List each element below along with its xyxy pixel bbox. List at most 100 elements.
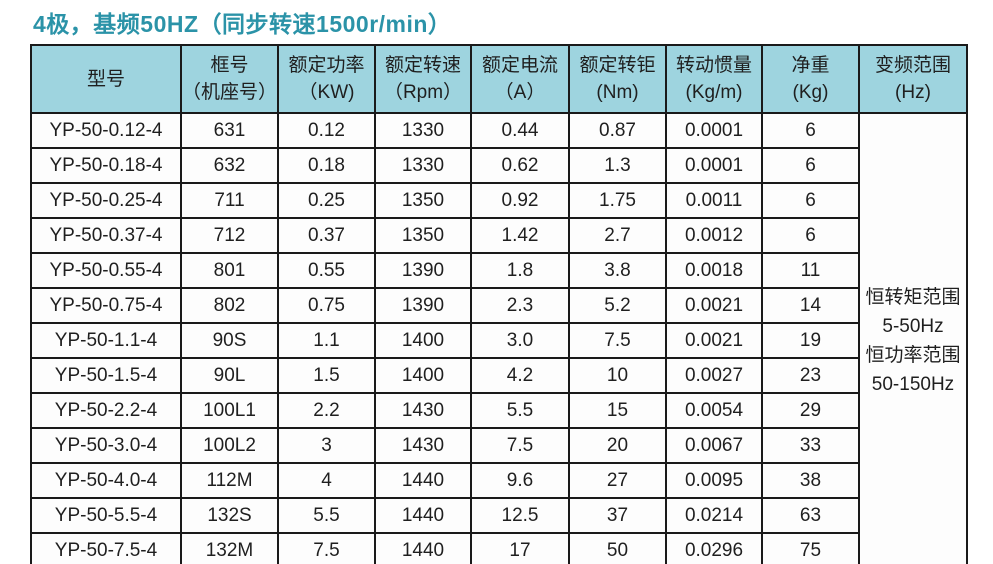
cell-frame: 100L2 [180, 427, 279, 464]
cell-speed: 1330 [374, 147, 472, 184]
cell-torque: 7.5 [568, 322, 667, 359]
cell-current: 4.2 [470, 357, 570, 394]
cell-torque: 20 [568, 427, 667, 464]
cell-speed: 1390 [374, 287, 472, 324]
cell-frame: 712 [180, 217, 279, 254]
table-body: YP-50-0.12-4 631 0.12 1330 0.44 0.87 0.0… [30, 112, 968, 564]
cell-weight: 75 [761, 532, 860, 564]
cell-inertia: 0.0001 [665, 147, 763, 184]
cell-weight: 63 [761, 497, 860, 534]
cell-frequency-range: 恒转矩范围 5-50Hz 恒功率范围 50-150Hz [858, 112, 968, 564]
cell-torque: 3.8 [568, 252, 667, 289]
header-cell-torque: 额定转钜 (Nm) [568, 44, 667, 114]
cell-inertia: 0.0054 [665, 392, 763, 429]
cell-current: 0.44 [470, 112, 570, 149]
header-label: 变频范围 [874, 55, 951, 76]
freq-note-line: 5-50Hz [882, 315, 944, 337]
cell-inertia: 0.0001 [665, 112, 763, 149]
header-cell-current: 额定电流 （A） [470, 44, 570, 114]
cell-current: 1.8 [470, 252, 570, 289]
cell-current: 17 [470, 532, 570, 564]
cell-current: 0.62 [470, 147, 570, 184]
freq-note-line: 恒功率范围 [865, 344, 961, 366]
cell-frame: 801 [180, 252, 279, 289]
cell-power: 0.75 [277, 287, 376, 324]
header-label: 额定转钜 [579, 55, 656, 76]
cell-frame: 631 [180, 112, 279, 149]
header-cell-frame: 框号 （机座号） [180, 44, 279, 114]
header-label: 额定功率 [288, 55, 365, 76]
cell-power: 2.2 [277, 392, 376, 429]
cell-model: YP-50-3.0-4 [30, 427, 182, 464]
cell-inertia: 0.0095 [665, 462, 763, 499]
cell-speed: 1350 [374, 217, 472, 254]
cell-frame: 802 [180, 287, 279, 324]
cell-current: 3.0 [470, 322, 570, 359]
cell-weight: 6 [761, 217, 860, 254]
cell-power: 4 [277, 462, 376, 499]
table-header: 型号 框号 （机座号） 额定功率 （KW) 额定转速 （Rpm） 额定电流 [30, 44, 968, 114]
cell-model: YP-50-1.1-4 [30, 322, 182, 359]
cell-inertia: 0.0296 [665, 532, 763, 564]
cell-inertia: 0.0011 [665, 182, 763, 219]
cell-current: 5.5 [470, 392, 570, 429]
cell-frame: 100L1 [180, 392, 279, 429]
cell-model: YP-50-0.55-4 [30, 252, 182, 289]
cell-speed: 1390 [374, 252, 472, 289]
cell-speed: 1440 [374, 532, 472, 564]
table-row: YP-50-4.0-4 112M 4 1440 9.6 27 0.0095 38 [30, 462, 967, 499]
table-row: YP-50-2.2-4 100L1 2.2 1430 5.5 15 0.0054… [30, 392, 967, 429]
cell-weight: 6 [761, 147, 860, 184]
cell-inertia: 0.0012 [665, 217, 763, 254]
cell-frame: 90S [180, 322, 279, 359]
cell-inertia: 0.0021 [665, 287, 763, 324]
table-row: YP-50-0.55-4 801 0.55 1390 1.8 3.8 0.001… [30, 252, 967, 289]
cell-current: 7.5 [470, 427, 570, 464]
header-row: 型号 框号 （机座号） 额定功率 （KW) 额定转速 （Rpm） 额定电流 [30, 44, 968, 114]
cell-power: 0.12 [277, 112, 376, 149]
table-row: YP-50-0.37-4 712 0.37 1350 1.42 2.7 0.00… [30, 217, 967, 254]
cell-power: 0.55 [277, 252, 376, 289]
table-row: YP-50-7.5-4 132M 7.5 1440 17 50 0.0296 7… [30, 532, 967, 564]
header-unit: (Kg/m) [685, 82, 743, 103]
table-row: YP-50-0.18-4 632 0.18 1330 0.62 1.3 0.00… [30, 147, 967, 184]
cell-model: YP-50-0.75-4 [30, 287, 182, 324]
cell-torque: 27 [568, 462, 667, 499]
cell-frame: 632 [180, 147, 279, 184]
cell-current: 0.92 [470, 182, 570, 219]
page-title: 4极，基频50HZ（同步转速1500r/min） [33, 11, 452, 37]
cell-torque: 15 [568, 392, 667, 429]
cell-speed: 1440 [374, 462, 472, 499]
cell-speed: 1430 [374, 392, 472, 429]
cell-weight: 33 [761, 427, 860, 464]
cell-weight: 29 [761, 392, 860, 429]
cell-inertia: 0.0067 [665, 427, 763, 464]
cell-current: 1.42 [470, 217, 570, 254]
cell-frame: 711 [180, 182, 279, 219]
header-cell-model: 型号 [30, 44, 182, 114]
cell-speed: 1330 [374, 112, 472, 149]
table-row: YP-50-1.5-4 90L 1.5 1400 4.2 10 0.0027 2… [30, 357, 967, 394]
cell-speed: 1400 [374, 322, 472, 359]
cell-torque: 50 [568, 532, 667, 564]
table-row: YP-50-0.25-4 711 0.25 1350 0.92 1.75 0.0… [30, 182, 967, 219]
cell-speed: 1430 [374, 427, 472, 464]
cell-weight: 38 [761, 462, 860, 499]
header-label: 额定转速 [384, 55, 461, 76]
header-label: 型号 [86, 68, 125, 90]
cell-torque: 10 [568, 357, 667, 394]
cell-inertia: 0.0214 [665, 497, 763, 534]
header-unit: (Nm) [596, 82, 639, 103]
header-cell-weight: 净重 (Kg) [761, 44, 860, 114]
cell-power: 0.37 [277, 217, 376, 254]
cell-inertia: 0.0027 [665, 357, 763, 394]
header-cell-frequency-range: 变频范围 (Hz) [858, 44, 968, 114]
cell-power: 1.1 [277, 322, 376, 359]
cell-torque: 1.75 [568, 182, 667, 219]
header-cell-inertia: 转动惯量 (Kg/m) [665, 44, 763, 114]
header-label: 框号 [210, 55, 249, 76]
cell-frame: 132S [180, 497, 279, 534]
cell-model: YP-50-0.37-4 [30, 217, 182, 254]
motor-spec-table: 型号 框号 （机座号） 额定功率 （KW) 额定转速 （Rpm） 额定电流 [30, 44, 968, 564]
cell-power: 0.25 [277, 182, 376, 219]
